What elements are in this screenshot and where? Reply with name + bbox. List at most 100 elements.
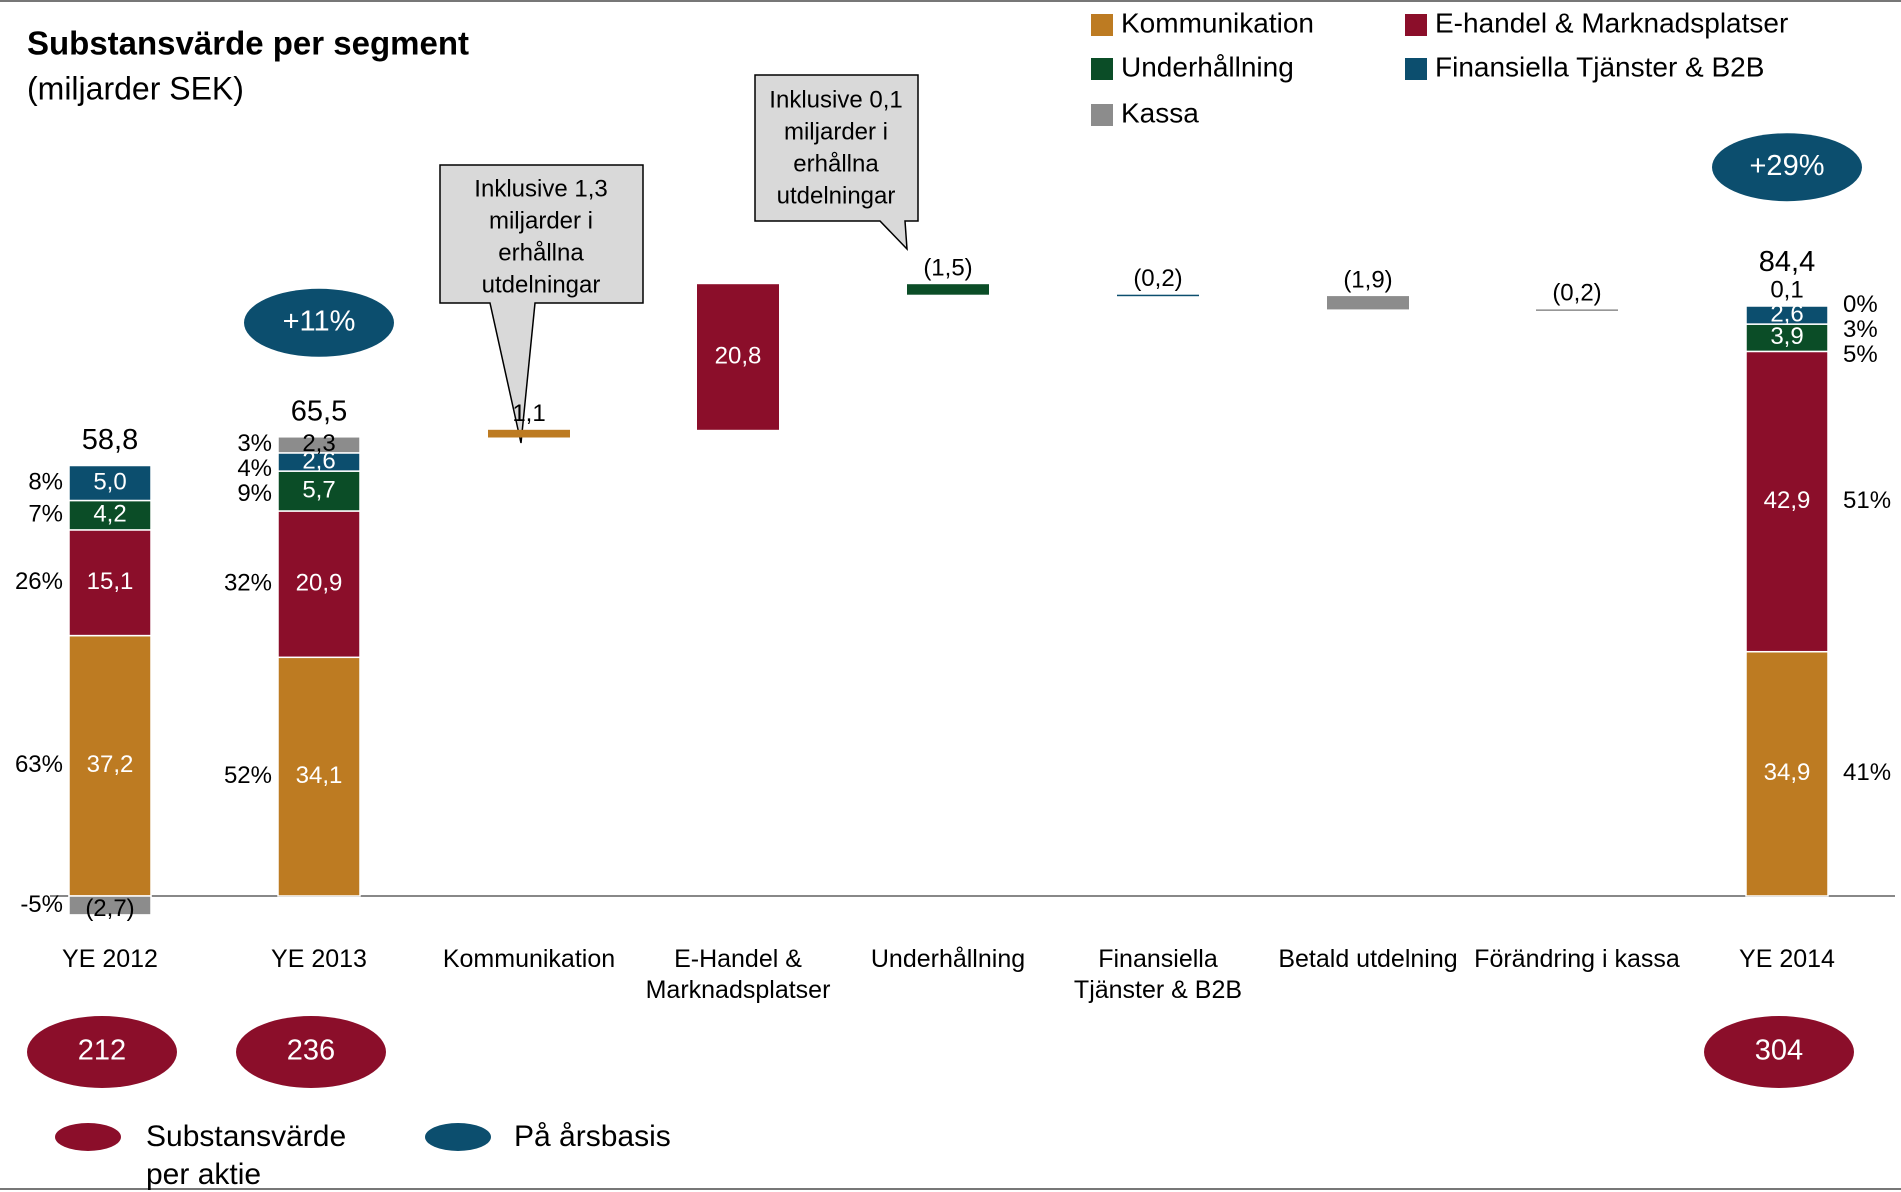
step-label: (1,9)	[1343, 266, 1392, 293]
share-label: 4%	[237, 455, 272, 482]
per-share-badge	[236, 1016, 386, 1088]
share-label: -5%	[20, 891, 63, 918]
value-label: 2,6	[1770, 300, 1803, 327]
growth-badge	[244, 288, 394, 357]
bar-segment	[1745, 350, 1829, 653]
value-label: 34,9	[1764, 759, 1811, 786]
callout-box	[754, 74, 919, 252]
x-tick-label: Finansiella Tjänster & B2B	[1073, 945, 1243, 1004]
bar-segment	[277, 436, 361, 454]
bar-segment	[68, 895, 152, 916]
step-bar	[1327, 296, 1409, 310]
share-label: 3%	[237, 430, 272, 457]
step-label: (1,5)	[923, 255, 972, 282]
step-bar	[697, 284, 779, 430]
legend-label: På årsbasis	[514, 1120, 671, 1153]
legend-label: Kassa	[1121, 97, 1199, 128]
bar-segment	[68, 464, 152, 502]
bar-segment	[277, 470, 361, 512]
callout-text: erhållna	[793, 150, 879, 177]
share-label: 63%	[15, 751, 63, 778]
legend-label: Substansvärde per aktie	[146, 1120, 347, 1191]
legend-label: Underhållning	[1121, 51, 1294, 82]
callout-text: utdelningar	[482, 271, 601, 298]
per-share-label: 212	[78, 1035, 126, 1067]
legend-swatch	[1091, 104, 1113, 126]
bar-segment	[277, 656, 361, 897]
legend-swatch	[1405, 14, 1427, 36]
x-tick-label: Förändring i kassa	[1474, 945, 1680, 973]
chart-subtitle: (miljarder SEK)	[27, 70, 244, 106]
per-share-badge	[27, 1016, 177, 1088]
share-label: 8%	[28, 468, 63, 495]
callout-box	[439, 164, 644, 444]
growth-badge	[1712, 133, 1862, 202]
value-label: 2,3	[302, 430, 335, 457]
share-label: 41%	[1843, 759, 1891, 786]
step-label: (0,2)	[1133, 265, 1182, 292]
chart-title: Substansvärde per segment	[27, 25, 469, 62]
callout-text: miljarder i	[784, 118, 888, 145]
value-label: 42,9	[1764, 487, 1811, 514]
step-bar	[488, 429, 570, 438]
share-label: 52%	[224, 762, 272, 789]
per-share-label: 304	[1755, 1035, 1803, 1067]
step-label: 20,8	[715, 342, 762, 369]
x-tick-label: YE 2012	[62, 945, 158, 973]
bar-segment	[1745, 304, 1829, 307]
value-label: 37,2	[87, 751, 134, 778]
x-tick-label: E-Handel & Marknadsplatser	[645, 945, 831, 1004]
value-label: 20,9	[296, 569, 343, 596]
per-share-badge	[1704, 1016, 1854, 1088]
bar-segment	[1745, 323, 1829, 353]
x-tick-label: Betald utdelning	[1278, 945, 1458, 973]
step-bar	[907, 284, 989, 295]
step-bar	[1536, 309, 1618, 311]
x-tick-label: YE 2014	[1739, 945, 1835, 973]
value-label: 3,9	[1770, 323, 1803, 350]
value-label: 34,1	[296, 762, 343, 789]
callout-text: Inklusive 1,3	[474, 175, 607, 202]
callout-text: Inklusive 0,1	[769, 86, 902, 113]
value-label: 5,0	[93, 468, 126, 495]
callout-text: erhållna	[498, 239, 584, 266]
share-label: 5%	[1843, 341, 1878, 368]
share-label: 0%	[1843, 291, 1878, 318]
value-label: 15,1	[87, 568, 134, 595]
step-label: 1,1	[512, 400, 545, 427]
value-label: 0,1	[1770, 277, 1803, 304]
growth-label: +11%	[283, 305, 356, 337]
share-label: 51%	[1843, 487, 1891, 514]
per-share-label: 236	[287, 1035, 335, 1067]
growth-label: +29%	[1750, 150, 1825, 182]
share-label: 9%	[237, 480, 272, 507]
legend-label: Finansiella Tjänster & B2B	[1435, 51, 1764, 82]
x-tick-label: Kommunikation	[442, 945, 616, 973]
callout-text: utdelningar	[777, 182, 896, 209]
step-bar	[1117, 294, 1199, 297]
share-label: 26%	[15, 568, 63, 595]
share-label: 3%	[1843, 316, 1878, 343]
legend-badge	[425, 1123, 491, 1151]
value-label: 4,2	[93, 501, 126, 528]
value-label: (2,7)	[85, 895, 134, 922]
bar-segment	[277, 510, 361, 659]
share-label: 32%	[224, 569, 272, 596]
legend-swatch	[1091, 58, 1113, 80]
value-label: 5,7	[302, 476, 335, 503]
callout-text: miljarder i	[489, 207, 593, 234]
total-label: 84,4	[1759, 246, 1815, 278]
bar-segment	[68, 499, 152, 531]
legend-badge	[55, 1123, 121, 1151]
x-tick-label: Underhållning	[870, 945, 1026, 973]
legend-swatch	[1405, 58, 1427, 80]
total-label: 65,5	[291, 395, 347, 427]
x-tick-label: YE 2013	[271, 945, 367, 973]
legend-swatch	[1091, 14, 1113, 36]
bar-segment	[68, 529, 152, 637]
bar-segment	[1745, 650, 1829, 897]
legend-label: E-handel & Marknadsplatser	[1435, 7, 1788, 38]
total-label: 58,8	[82, 424, 138, 456]
